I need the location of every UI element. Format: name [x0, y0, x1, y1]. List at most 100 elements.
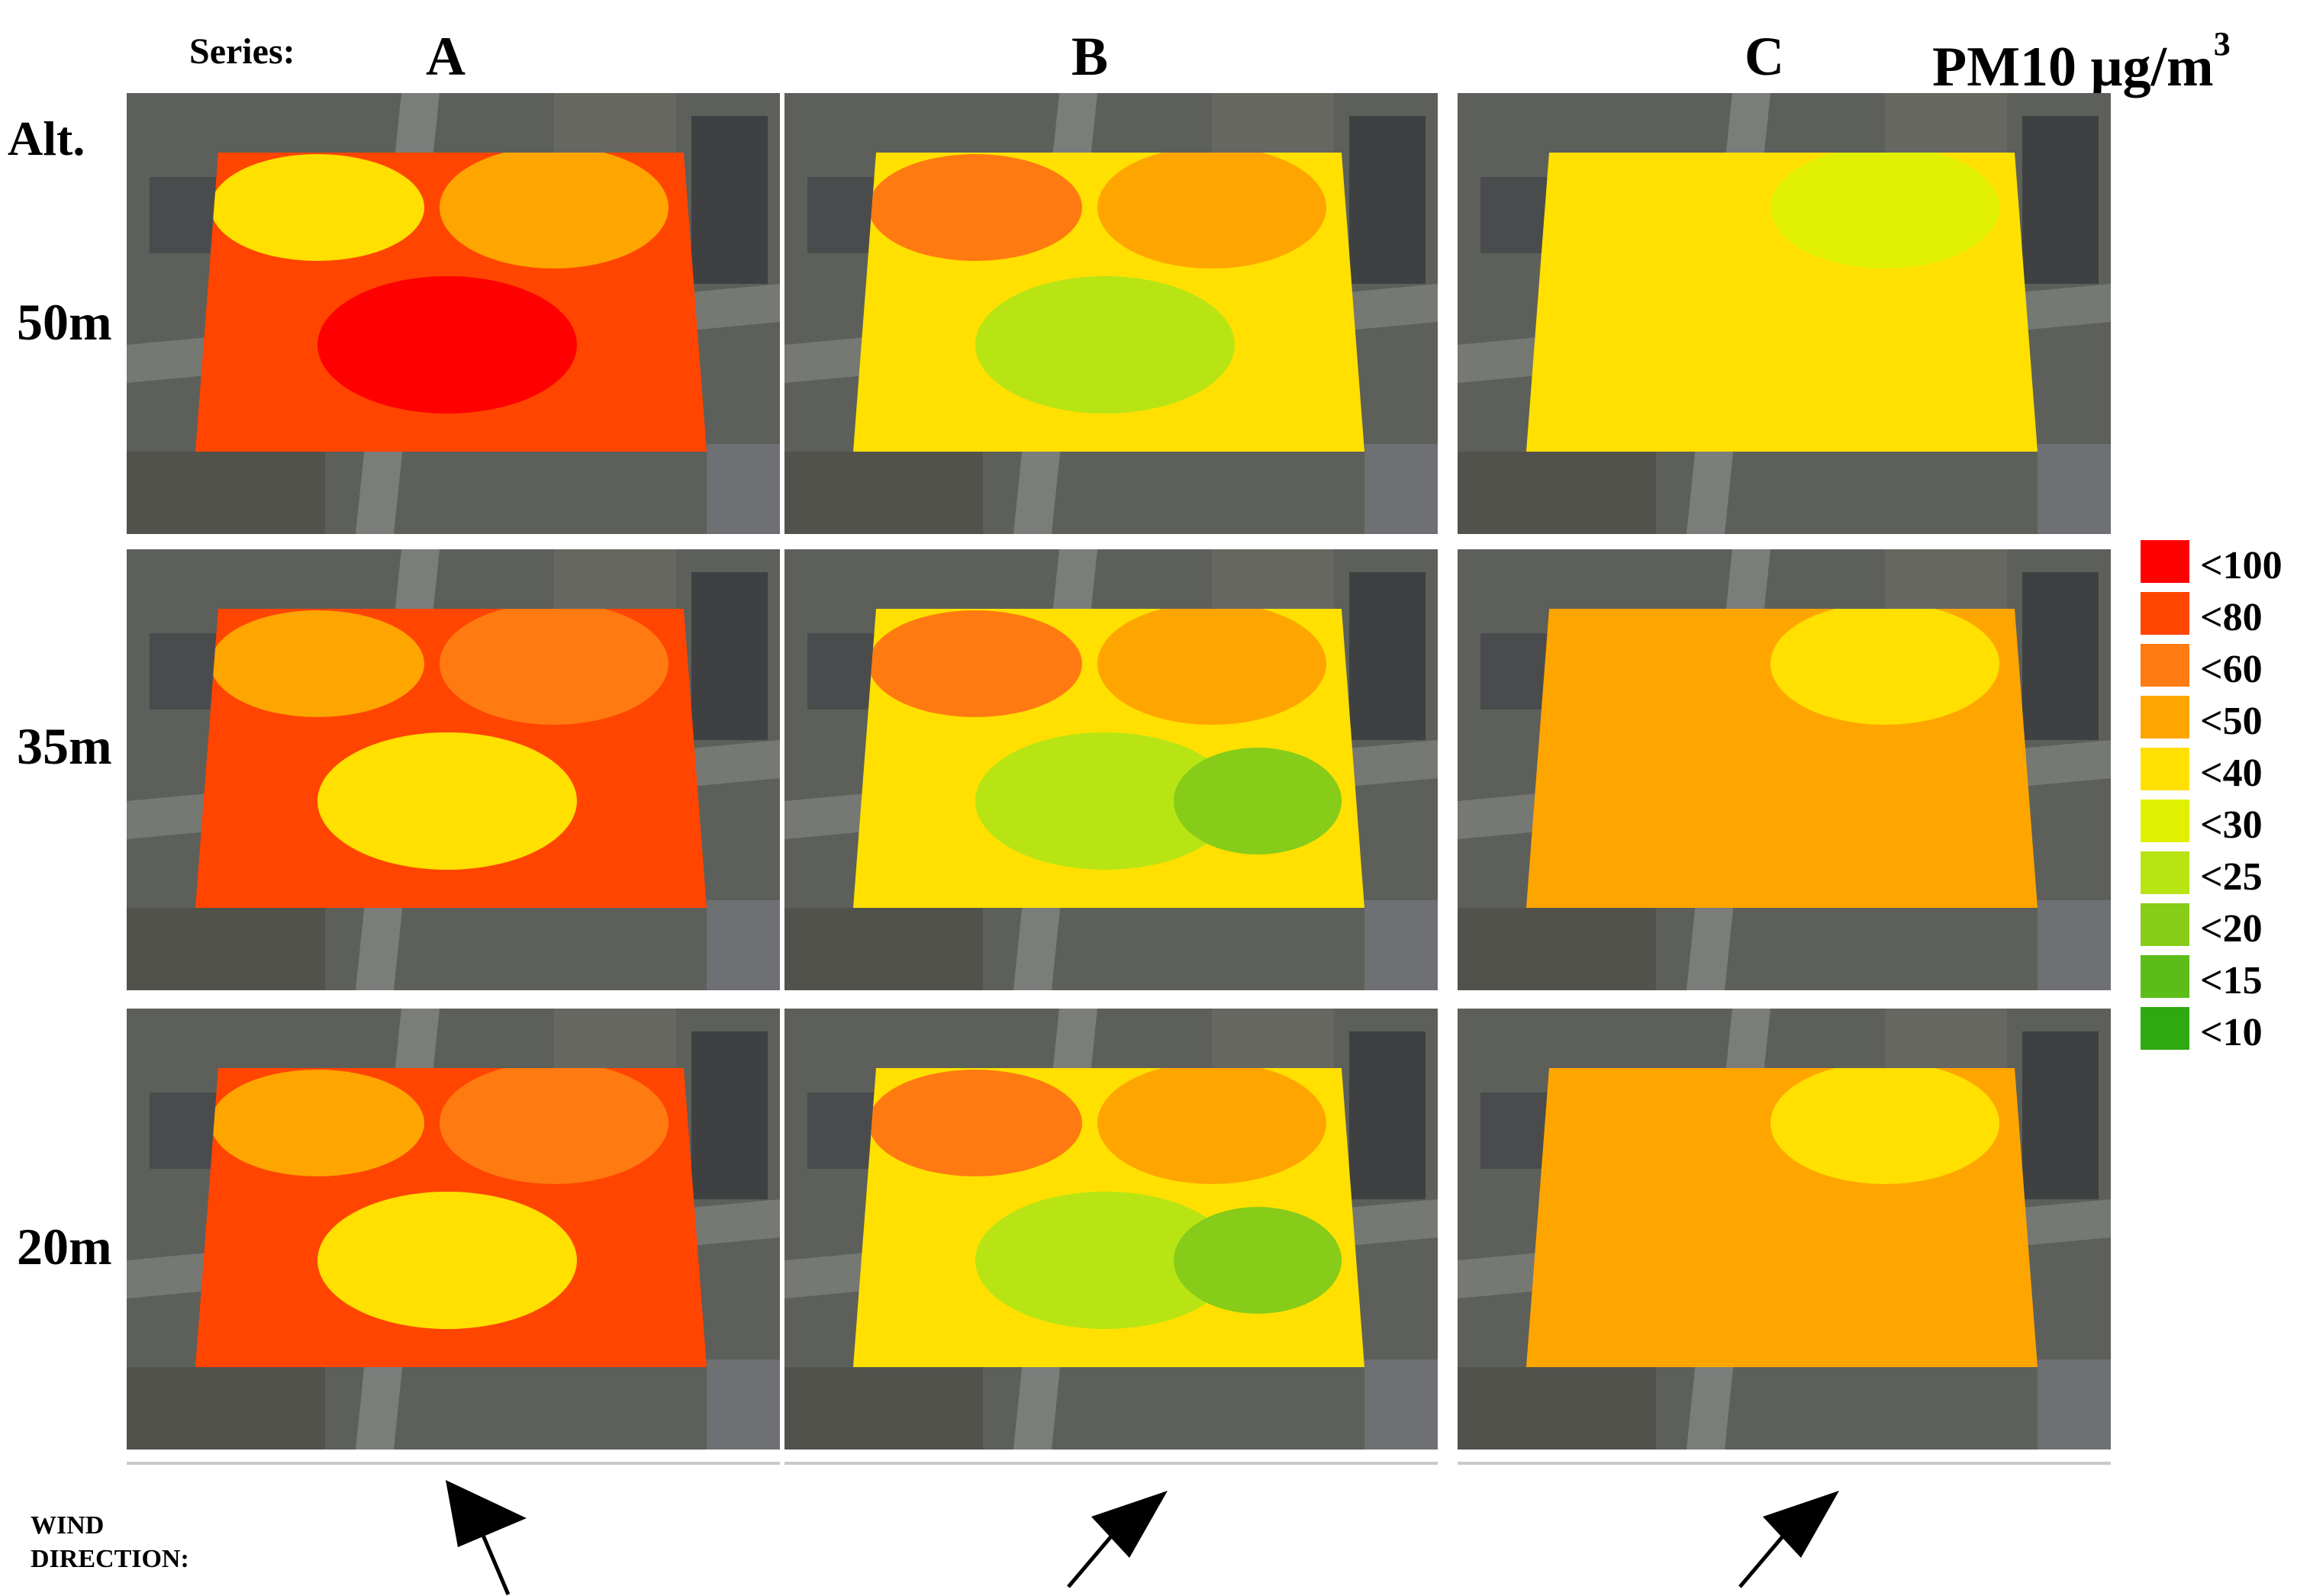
- wind-arrow-a-shaft: [480, 1533, 511, 1595]
- secondary-class-area: [1770, 153, 1999, 269]
- map-panel-a-20m: [127, 1009, 780, 1450]
- aerial-parking: [554, 549, 676, 610]
- legend-item: <25: [2141, 851, 2293, 899]
- secondary-class-area: [1097, 153, 1326, 269]
- legend-swatch: [2141, 800, 2189, 842]
- aerial-parking: [1212, 93, 1334, 154]
- aerial-houses: [784, 1367, 983, 1450]
- legend-label: <40: [2200, 751, 2263, 795]
- legend-swatch: [2141, 851, 2189, 894]
- aerial-houses: [784, 452, 983, 534]
- map-svg: [1458, 1009, 2111, 1450]
- wind-arrow-b-shaft: [1067, 1535, 1113, 1588]
- concentration-overlay: [1526, 153, 2038, 452]
- legend-item: <60: [2141, 644, 2293, 691]
- unit-title-text: PM10 μg/m: [1932, 36, 2214, 98]
- legend-swatch: [2141, 540, 2189, 583]
- map-svg: [784, 1009, 1438, 1450]
- secondary-class-area: [1097, 609, 1326, 725]
- wind-arrow-b-head: [1091, 1491, 1168, 1558]
- concentration-overlay: [195, 153, 707, 452]
- panel-baseline-a: [127, 1462, 780, 1465]
- secondary-class-area: [211, 154, 424, 261]
- aerial-building: [2022, 572, 2099, 740]
- aerial-parking: [1212, 1009, 1334, 1070]
- secondary-class-area: [1174, 1207, 1342, 1314]
- legend-swatch: [2141, 644, 2189, 687]
- secondary-class-area: [975, 276, 1235, 413]
- aerial-building: [691, 116, 768, 284]
- legend-item: <50: [2141, 696, 2293, 743]
- legend-label: <60: [2200, 648, 2263, 691]
- wind-label-line1: WIND: [31, 1511, 105, 1540]
- aerial-building: [2038, 900, 2111, 990]
- aerial-houses: [127, 908, 325, 990]
- map-svg: [127, 549, 780, 990]
- aerial-houses: [1458, 452, 1656, 534]
- aerial-building: [1349, 572, 1426, 740]
- map-svg: [1458, 549, 2111, 990]
- legend-item: <40: [2141, 748, 2293, 795]
- aerial-building: [691, 1031, 768, 1199]
- secondary-class-area: [868, 1070, 1082, 1176]
- map-svg: [127, 1009, 780, 1450]
- secondary-class-area: [975, 732, 1235, 870]
- series-label: Series:: [189, 31, 295, 72]
- aerial-parking: [1885, 93, 2007, 154]
- aerial-houses: [127, 1367, 325, 1450]
- aerial-houses: [127, 452, 325, 534]
- aerial-building: [707, 1359, 780, 1450]
- aerial-building: [1349, 116, 1426, 284]
- concentration-overlay: [195, 609, 707, 908]
- aerial-houses: [1458, 908, 1656, 990]
- wind-arrow-a-icon: [446, 1480, 527, 1595]
- legend-item: <20: [2141, 903, 2293, 951]
- unit-superscript: 3: [2213, 25, 2231, 63]
- aerial-houses: [784, 908, 983, 990]
- legend-swatch: [2141, 1007, 2189, 1050]
- secondary-class-area: [211, 1070, 424, 1176]
- map-svg: [784, 93, 1438, 534]
- series-a-title: A: [426, 26, 466, 87]
- wind-arrow-a-head: [446, 1480, 527, 1547]
- altitude-50m-label: 50m: [17, 293, 112, 351]
- aerial-building: [691, 572, 768, 740]
- secondary-class-area: [440, 609, 668, 725]
- wind-arrow-b-icon: [1067, 1491, 1168, 1588]
- secondary-class-area: [1770, 1068, 1999, 1184]
- legend-item: <15: [2141, 955, 2293, 1002]
- secondary-class-area: [868, 610, 1082, 717]
- aerial-parking: [1885, 1009, 2007, 1070]
- aerial-building: [1364, 1359, 1438, 1450]
- secondary-class-area: [211, 610, 424, 717]
- secondary-class-area: [1097, 1068, 1326, 1184]
- aerial-building: [2022, 116, 2099, 284]
- legend-swatch: [2141, 748, 2189, 790]
- altitude-title: Alt.: [8, 111, 85, 166]
- wind-arrow-c-shaft: [1738, 1535, 1784, 1588]
- aerial-houses: [1458, 1367, 1656, 1450]
- altitude-35m-label: 35m: [17, 717, 112, 775]
- concentration-overlay: [853, 153, 1364, 452]
- legend-item: <80: [2141, 592, 2293, 639]
- aerial-parking: [1885, 549, 2007, 610]
- legend-swatch: [2141, 592, 2189, 635]
- wind-arrow-c-head: [1763, 1491, 1839, 1558]
- map-panel-a-50m: [127, 93, 780, 534]
- concentration-overlay: [1526, 1068, 2038, 1367]
- wind-arrow-c-icon: [1738, 1491, 1839, 1588]
- series-b-title: B: [1071, 26, 1109, 87]
- secondary-class-area: [1770, 609, 1999, 725]
- secondary-class-area: [317, 1192, 577, 1329]
- wind-direction-label: WIND DIRECTION:: [31, 1509, 189, 1576]
- secondary-class-area: [317, 732, 577, 870]
- secondary-class-area: [868, 154, 1082, 261]
- secondary-class-area: [1174, 748, 1342, 854]
- aerial-building: [1364, 900, 1438, 990]
- altitude-20m-label: 20m: [17, 1218, 112, 1276]
- secondary-class-area: [440, 153, 668, 269]
- secondary-class-area: [317, 276, 577, 413]
- concentration-overlay: [195, 1068, 707, 1367]
- secondary-class-area: [440, 1068, 668, 1184]
- aerial-parking: [1212, 549, 1334, 610]
